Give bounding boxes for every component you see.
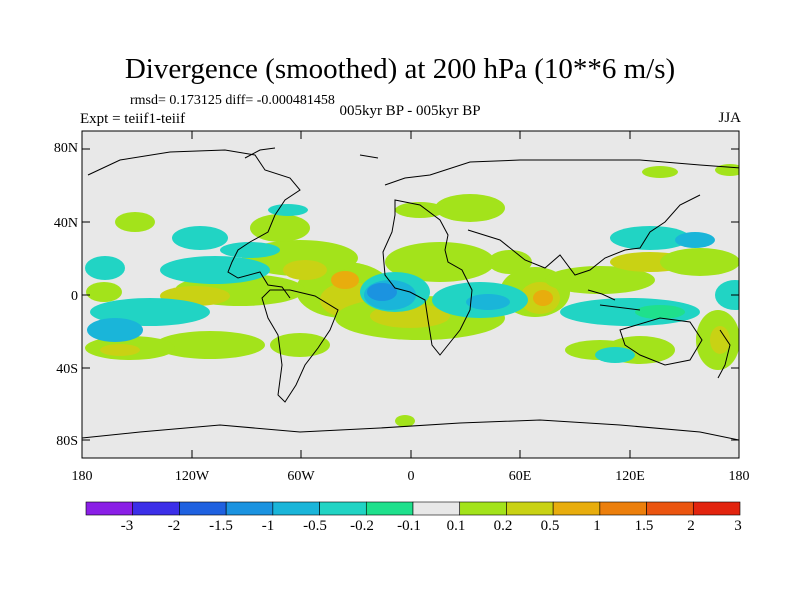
- colorbar-swatch: [365, 501, 414, 516]
- colorbar-swatch: [552, 501, 601, 516]
- y-tick-label: 80S: [56, 434, 78, 449]
- colorbar-swatch: [272, 501, 320, 516]
- x-tick-label: 60W: [287, 469, 315, 484]
- colorbar-label: 0.5: [540, 518, 560, 534]
- colorbar-label: 2: [687, 518, 695, 534]
- colorbar-swatch: [319, 501, 367, 516]
- colorbar-label: -2: [167, 518, 181, 534]
- colorbar-label: 1.5: [634, 518, 654, 534]
- map-title: Divergence (smoothed) at 200 hPa (10**6 …: [124, 53, 676, 85]
- colorbar-swatch: [506, 501, 554, 516]
- season-label: JJA: [718, 110, 741, 126]
- x-tick-label: 60E: [508, 469, 532, 484]
- colorbar-label: -0.2: [350, 518, 374, 534]
- colorbar-label: -3: [120, 518, 134, 534]
- colorbar-label: -1: [261, 518, 275, 534]
- colorbar-swatch: [85, 501, 134, 516]
- colorbar-swatch: [692, 501, 741, 516]
- colorbar-swatch: [179, 501, 227, 516]
- y-tick-label: 40N: [53, 216, 78, 231]
- x-tick-label: 180: [71, 469, 93, 484]
- colorbar-swatch: [459, 501, 507, 516]
- colorbar-swatch: [646, 501, 694, 516]
- experiment-label: Expt = teiif1-teiif: [80, 111, 186, 127]
- coastlines: [82, 147, 739, 441]
- colorbar: [85, 501, 741, 516]
- colorbar-label: -1.5: [209, 518, 233, 534]
- x-tick-label: 0: [407, 469, 415, 484]
- y-tick-label: 0: [71, 289, 78, 304]
- colorbar-label: 0.2: [493, 518, 513, 534]
- colorbar-swatch: [132, 501, 180, 516]
- period-label: 005kyr BP - 005kyr BP: [339, 103, 481, 119]
- colorbar-label: 0.1: [446, 518, 466, 534]
- x-tick-label: 120E: [615, 469, 645, 484]
- colorbar-label: -0.5: [303, 518, 327, 534]
- colorbar-swatch: [599, 501, 647, 516]
- colorbar-label: 1: [593, 518, 601, 534]
- colorbar-swatch: [225, 501, 274, 516]
- stats-text: rmsd= 0.173125 diff= -0.000481458: [130, 93, 335, 108]
- y-tick-label: 40S: [56, 362, 78, 377]
- colorbar-label: 3: [734, 518, 742, 534]
- colorbar-label: -0.1: [397, 518, 421, 534]
- x-tick-label: 120W: [174, 469, 210, 484]
- y-tick-label: 80N: [53, 141, 78, 156]
- axis-ticks: [82, 131, 739, 458]
- x-tick-label: 180: [728, 469, 750, 484]
- colorbar-swatch: [412, 501, 461, 516]
